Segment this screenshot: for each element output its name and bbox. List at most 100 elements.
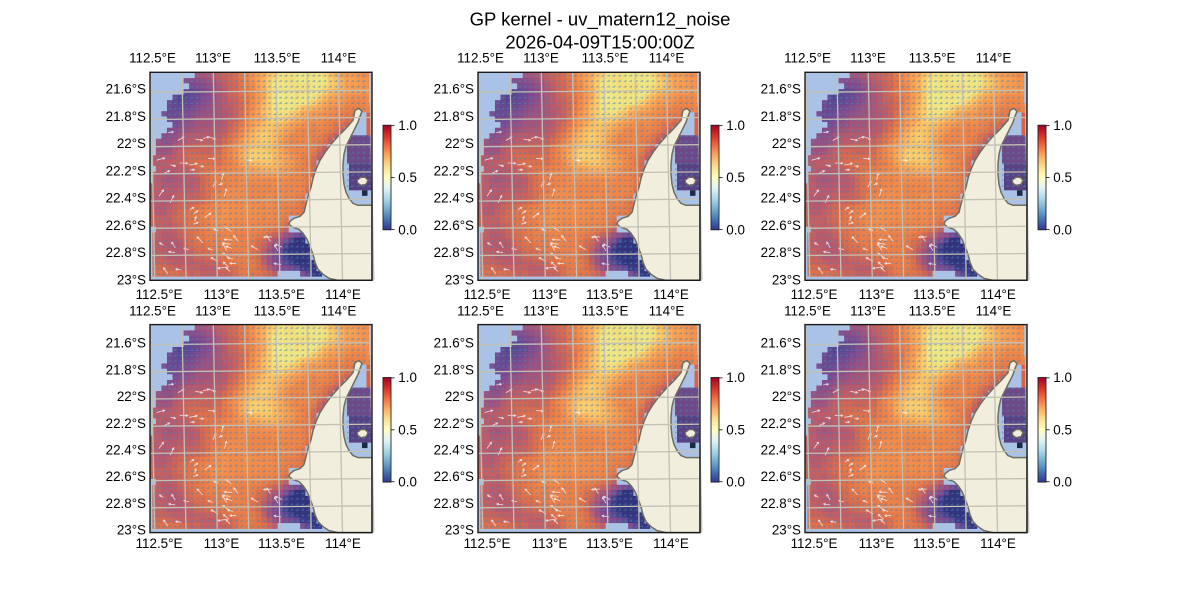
svg-text:113.5°E: 113.5°E [254,51,301,66]
svg-text:114°E: 114°E [976,51,1012,66]
svg-text:114°E: 114°E [980,536,1016,551]
svg-text:113.5°E: 113.5°E [582,303,629,318]
svg-text:113°E: 113°E [850,51,886,66]
svg-text:22.4°S: 22.4°S [434,191,474,206]
svg-text:23°S: 23°S [445,272,474,287]
svg-text:114°E: 114°E [976,303,1012,318]
svg-text:21.8°S: 21.8°S [106,362,146,377]
svg-text:22.2°S: 22.2°S [434,163,474,178]
svg-text:0.5: 0.5 [726,170,745,185]
svg-text:112.5°E: 112.5°E [464,287,511,302]
svg-text:113.5°E: 113.5°E [254,303,301,318]
svg-text:113.5°E: 113.5°E [586,287,633,302]
svg-text:22.6°S: 22.6°S [434,469,474,484]
svg-text:22.4°S: 22.4°S [761,443,801,458]
svg-text:0.5: 0.5 [1053,170,1072,185]
svg-text:0.0: 0.0 [1053,222,1072,237]
svg-text:22.4°S: 22.4°S [761,191,801,206]
svg-text:21.8°S: 21.8°S [761,362,801,377]
svg-text:114°E: 114°E [649,303,685,318]
svg-text:0.0: 0.0 [1053,475,1072,490]
svg-text:22.8°S: 22.8°S [761,245,801,260]
svg-text:1.0: 1.0 [1053,370,1072,385]
svg-text:112.5°E: 112.5°E [784,51,831,66]
svg-text:113.5°E: 113.5°E [909,303,956,318]
svg-text:22.6°S: 22.6°S [434,218,474,233]
svg-text:22.2°S: 22.2°S [106,163,146,178]
svg-text:112.5°E: 112.5°E [457,303,504,318]
svg-text:113°E: 113°E [523,303,559,318]
svg-text:112.5°E: 112.5°E [136,536,183,551]
svg-text:0.5: 0.5 [398,422,417,437]
svg-text:112.5°E: 112.5°E [791,536,838,551]
svg-text:22.6°S: 22.6°S [761,469,801,484]
svg-text:113°E: 113°E [523,51,559,66]
svg-text:22.2°S: 22.2°S [106,416,146,431]
svg-text:22°S: 22°S [772,136,801,151]
svg-text:22.6°S: 22.6°S [106,469,146,484]
svg-text:22.8°S: 22.8°S [106,496,146,511]
svg-text:1.0: 1.0 [398,370,417,385]
svg-text:0.5: 0.5 [398,170,417,185]
svg-text:112.5°E: 112.5°E [136,287,183,302]
svg-text:22.4°S: 22.4°S [434,443,474,458]
svg-text:21.8°S: 21.8°S [761,109,801,124]
svg-text:112.5°E: 112.5°E [784,303,831,318]
svg-text:112.5°E: 112.5°E [457,51,504,66]
svg-text:22.8°S: 22.8°S [434,245,474,260]
svg-text:22.8°S: 22.8°S [761,496,801,511]
svg-text:22.6°S: 22.6°S [106,218,146,233]
svg-text:113.5°E: 113.5°E [586,536,633,551]
svg-text:114°E: 114°E [653,287,689,302]
svg-text:113°E: 113°E [195,51,231,66]
svg-text:113.5°E: 113.5°E [913,287,960,302]
svg-text:21.6°S: 21.6°S [434,82,474,97]
svg-text:0.0: 0.0 [726,222,745,237]
svg-text:0.5: 0.5 [726,422,745,437]
svg-text:113.5°E: 113.5°E [913,536,960,551]
svg-text:0.5: 0.5 [1053,422,1072,437]
svg-text:114°E: 114°E [980,287,1016,302]
svg-text:0.0: 0.0 [726,475,745,490]
svg-text:114°E: 114°E [649,51,685,66]
svg-text:22°S: 22°S [117,136,146,151]
svg-text:112.5°E: 112.5°E [464,536,511,551]
svg-text:0.0: 0.0 [398,222,417,237]
svg-text:113.5°E: 113.5°E [258,536,305,551]
svg-text:113°E: 113°E [195,303,231,318]
svg-text:113°E: 113°E [204,287,240,302]
svg-text:1.0: 1.0 [1053,118,1072,133]
svg-text:23°S: 23°S [772,272,801,287]
svg-text:21.6°S: 21.6°S [761,336,801,351]
svg-text:1.0: 1.0 [726,118,745,133]
svg-text:0.0: 0.0 [398,475,417,490]
svg-text:GP kernel - uv_matern12_noise: GP kernel - uv_matern12_noise [470,9,731,31]
svg-text:112.5°E: 112.5°E [129,303,176,318]
svg-text:114°E: 114°E [321,303,357,318]
svg-text:23°S: 23°S [117,272,146,287]
svg-text:21.8°S: 21.8°S [106,109,146,124]
svg-text:22°S: 22°S [117,389,146,404]
svg-text:22.4°S: 22.4°S [106,443,146,458]
svg-text:22.2°S: 22.2°S [761,163,801,178]
svg-text:114°E: 114°E [325,536,361,551]
svg-text:22.8°S: 22.8°S [106,245,146,260]
svg-text:113.5°E: 113.5°E [582,51,629,66]
svg-text:2026-04-09T15:00:00Z: 2026-04-09T15:00:00Z [505,32,694,53]
svg-text:113°E: 113°E [859,287,895,302]
svg-text:21.6°S: 21.6°S [434,336,474,351]
svg-text:22°S: 22°S [445,389,474,404]
svg-text:22°S: 22°S [445,136,474,151]
svg-text:113°E: 113°E [532,536,568,551]
svg-text:22.4°S: 22.4°S [106,191,146,206]
svg-text:23°S: 23°S [117,523,146,538]
svg-text:114°E: 114°E [321,51,357,66]
svg-text:1.0: 1.0 [726,370,745,385]
svg-text:22.8°S: 22.8°S [434,496,474,511]
svg-text:113°E: 113°E [859,536,895,551]
svg-text:22.2°S: 22.2°S [761,416,801,431]
svg-text:1.0: 1.0 [398,118,417,133]
svg-text:113°E: 113°E [850,303,886,318]
svg-text:112.5°E: 112.5°E [129,51,176,66]
svg-text:22.6°S: 22.6°S [761,218,801,233]
